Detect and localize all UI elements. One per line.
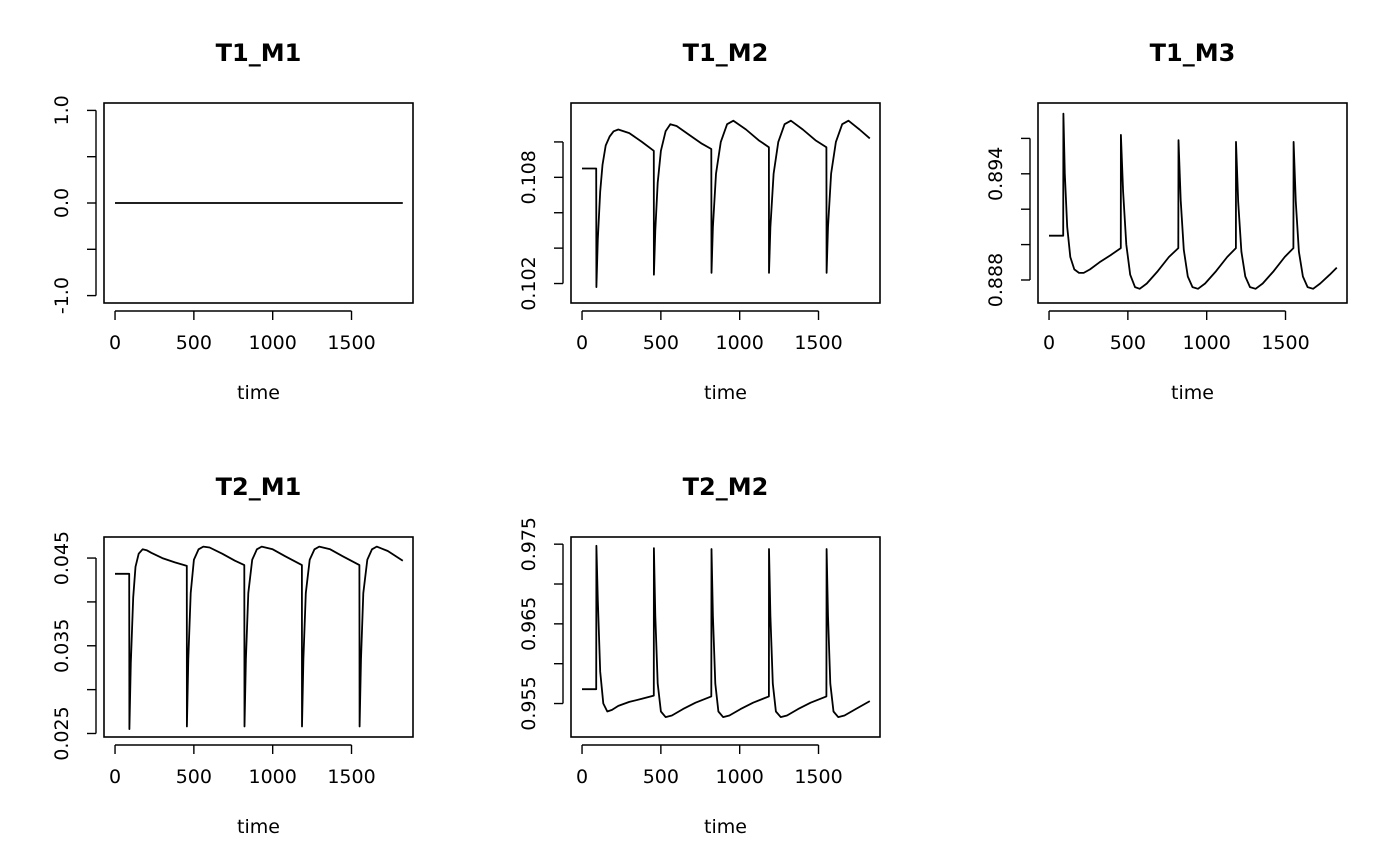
y-tick-label: 0.108 xyxy=(518,150,540,204)
panel-title: T1_M2 xyxy=(683,39,769,67)
panel-t1_m3: T1_M3 0 500 1000 1500 time 0.888 0.894 xyxy=(985,39,1348,404)
panel-title: T2_M2 xyxy=(683,473,769,501)
y-tick-label: 1.0 xyxy=(51,95,73,125)
y-tick-label: 0.975 xyxy=(518,517,540,571)
panel-t2_m1: T2_M1 0 500 1000 1500 time 0.025 0.035 0.045 xyxy=(51,473,414,838)
x-axis-label: time xyxy=(704,382,747,404)
x-axis-label: time xyxy=(237,382,280,404)
y-tick-label: 0.894 xyxy=(985,147,1007,201)
x-tick-label: 1000 xyxy=(249,766,297,788)
x-axis-label: time xyxy=(237,816,280,838)
x-tick-label: 1500 xyxy=(327,766,375,788)
panel-t1_m1: T1_M1 0 500 1000 1500 time -1.0 0.0 1.0 xyxy=(51,39,414,404)
series-line xyxy=(1049,112,1338,290)
x-tick-label: 0 xyxy=(109,332,121,354)
y-tick-label: 0.965 xyxy=(518,597,540,651)
panel-title: T2_M1 xyxy=(216,473,302,501)
y-tick-label: 0.0 xyxy=(51,188,73,218)
y-tick-label: 0.045 xyxy=(51,531,73,585)
x-axis-label: time xyxy=(1171,382,1214,404)
panel-title: T1_M1 xyxy=(216,39,302,67)
y-tick-label: 0.035 xyxy=(51,619,73,673)
plot-frame xyxy=(103,536,414,738)
x-tick-label: 1000 xyxy=(249,332,297,354)
x-tick-label: 500 xyxy=(643,332,679,354)
x-tick-label: 1500 xyxy=(794,766,842,788)
y-tick-label: -1.0 xyxy=(51,277,73,314)
plot-frame xyxy=(103,102,414,304)
x-tick-label: 0 xyxy=(576,766,588,788)
y-tick-label: 0.888 xyxy=(985,253,1007,307)
plot-frame xyxy=(570,536,881,738)
x-tick-label: 500 xyxy=(1110,332,1146,354)
x-tick-label: 1500 xyxy=(1261,332,1309,354)
panel-t2_m2: T2_M2 0 500 1000 1500 time 0.955 0.965 0.975 xyxy=(518,473,881,838)
series-line xyxy=(582,119,871,289)
x-tick-label: 0 xyxy=(1043,332,1055,354)
x-tick-label: 1500 xyxy=(327,332,375,354)
x-tick-label: 0 xyxy=(109,766,121,788)
series-line xyxy=(582,544,871,718)
y-tick-label: 0.955 xyxy=(518,676,540,730)
x-tick-label: 500 xyxy=(176,332,212,354)
panel-t1_m2: T1_M2 0 500 1000 1500 time 0.102 0.108 xyxy=(518,39,881,404)
y-tick-label: 0.025 xyxy=(51,706,73,760)
panel-title: T1_M3 xyxy=(1150,39,1236,67)
x-tick-label: 500 xyxy=(176,766,212,788)
x-tick-label: 1000 xyxy=(716,766,764,788)
plot-frame xyxy=(1037,102,1348,304)
series-line xyxy=(115,545,404,730)
x-tick-label: 1000 xyxy=(716,332,764,354)
plot-frame xyxy=(570,102,881,304)
x-tick-label: 500 xyxy=(643,766,679,788)
x-tick-label: 1000 xyxy=(1183,332,1231,354)
x-tick-label: 1500 xyxy=(794,332,842,354)
x-axis-label: time xyxy=(704,816,747,838)
y-tick-label: 0.102 xyxy=(518,256,540,310)
x-tick-label: 0 xyxy=(576,332,588,354)
